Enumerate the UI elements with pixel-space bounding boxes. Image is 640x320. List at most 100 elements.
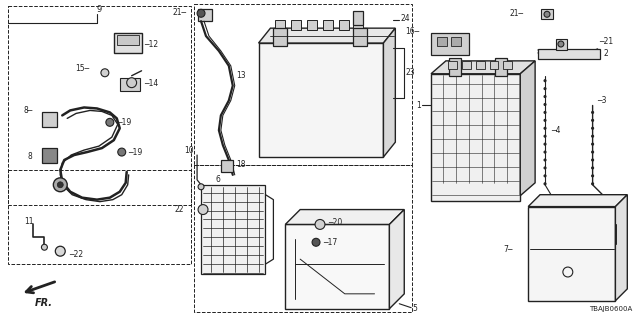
Bar	[451, 37, 461, 46]
Circle shape	[544, 103, 546, 106]
Circle shape	[591, 119, 594, 121]
Circle shape	[544, 175, 546, 177]
Text: ─3: ─3	[598, 96, 607, 105]
Circle shape	[544, 183, 546, 185]
Text: ─17: ─17	[323, 238, 337, 247]
Circle shape	[544, 143, 546, 145]
Bar	[431, 33, 468, 55]
Circle shape	[591, 183, 594, 185]
Text: TBAJB0600A: TBAJB0600A	[589, 306, 632, 312]
Circle shape	[127, 78, 136, 88]
Text: 5: 5	[412, 304, 417, 313]
Circle shape	[591, 143, 594, 145]
Bar	[353, 11, 363, 25]
Circle shape	[591, 151, 594, 153]
Text: 9: 9	[97, 5, 102, 14]
Circle shape	[544, 80, 546, 82]
Text: 21─: 21─	[172, 8, 186, 17]
Polygon shape	[383, 28, 396, 157]
Circle shape	[53, 178, 67, 192]
Polygon shape	[389, 210, 404, 309]
Bar	[556, 39, 567, 50]
Bar	[431, 74, 520, 201]
Text: 11: 11	[24, 217, 34, 226]
Text: 18: 18	[236, 160, 245, 170]
Text: 2: 2	[604, 49, 608, 59]
Bar	[317, 221, 323, 228]
Bar	[285, 224, 389, 309]
Text: 24: 24	[400, 14, 410, 23]
Circle shape	[544, 135, 546, 137]
Circle shape	[118, 148, 125, 156]
Bar	[541, 9, 553, 19]
Circle shape	[591, 127, 594, 129]
Circle shape	[591, 135, 594, 137]
Text: ─19: ─19	[116, 118, 131, 127]
Circle shape	[544, 111, 546, 113]
Bar	[307, 20, 317, 30]
Bar	[449, 58, 461, 76]
Polygon shape	[520, 61, 535, 196]
Text: ─20: ─20	[328, 218, 342, 227]
Bar	[201, 185, 266, 274]
Circle shape	[544, 127, 546, 129]
Polygon shape	[285, 210, 404, 224]
Text: 22: 22	[175, 205, 184, 214]
Bar	[194, 165, 412, 312]
Bar	[42, 112, 58, 127]
Text: 7─: 7─	[504, 245, 513, 254]
Text: ─14: ─14	[145, 79, 159, 88]
Circle shape	[591, 175, 594, 177]
Circle shape	[591, 111, 594, 113]
Text: ─22: ─22	[69, 250, 83, 259]
Text: 13: 13	[236, 71, 245, 80]
Text: ─19: ─19	[128, 148, 142, 156]
Bar	[538, 49, 600, 59]
Bar	[259, 43, 383, 157]
Text: ─21: ─21	[600, 36, 614, 45]
Bar	[490, 61, 499, 69]
Polygon shape	[528, 195, 627, 207]
Bar	[8, 170, 191, 264]
Text: 8: 8	[28, 152, 33, 161]
Circle shape	[544, 159, 546, 161]
Bar	[353, 28, 367, 46]
Bar	[116, 35, 139, 45]
Text: 1: 1	[417, 101, 421, 110]
Text: 10: 10	[184, 146, 194, 155]
Bar	[448, 61, 457, 69]
Bar	[275, 20, 285, 30]
Circle shape	[197, 9, 205, 17]
Circle shape	[544, 151, 546, 153]
Text: 16─: 16─	[405, 27, 419, 36]
Bar	[528, 207, 616, 301]
Bar	[339, 20, 349, 30]
Circle shape	[42, 244, 47, 250]
Circle shape	[58, 182, 63, 188]
Bar	[221, 160, 233, 172]
Text: 8─: 8─	[23, 106, 33, 115]
Circle shape	[55, 246, 65, 256]
Circle shape	[315, 220, 325, 229]
Bar	[273, 28, 287, 46]
Bar	[437, 37, 447, 46]
Circle shape	[544, 11, 550, 17]
Circle shape	[558, 41, 564, 47]
Circle shape	[312, 238, 320, 246]
Bar	[42, 148, 58, 163]
Polygon shape	[259, 28, 396, 43]
Circle shape	[198, 184, 204, 190]
Bar	[291, 20, 301, 30]
Text: ─4: ─4	[551, 126, 561, 135]
Bar	[8, 6, 191, 204]
Circle shape	[544, 96, 546, 98]
Polygon shape	[431, 61, 535, 74]
Bar	[120, 78, 140, 91]
Circle shape	[544, 119, 546, 121]
Text: ─12: ─12	[145, 39, 159, 49]
Text: FR.: FR.	[35, 298, 52, 308]
Circle shape	[101, 69, 109, 77]
Polygon shape	[616, 195, 627, 301]
Text: 23: 23	[405, 68, 415, 77]
Circle shape	[591, 167, 594, 169]
